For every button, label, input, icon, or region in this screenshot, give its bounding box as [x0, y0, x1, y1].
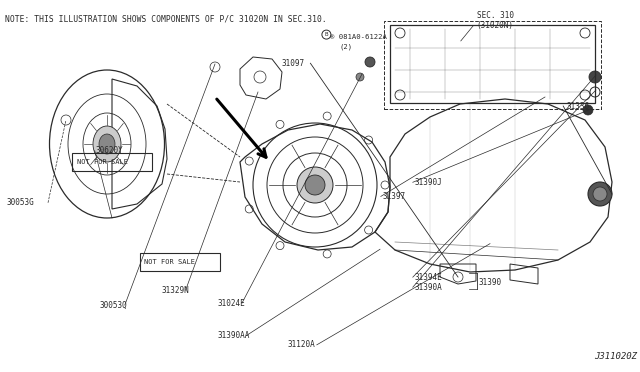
Text: 31390AA: 31390AA: [218, 331, 250, 340]
Text: 31120A: 31120A: [288, 340, 316, 349]
Circle shape: [588, 182, 612, 206]
Text: B: B: [324, 32, 328, 37]
Text: J311020Z: J311020Z: [594, 352, 637, 361]
Text: 31097: 31097: [282, 59, 305, 68]
Text: 3L397: 3L397: [383, 192, 406, 201]
Text: NOT FOR SALE: NOT FOR SALE: [144, 259, 195, 265]
Text: 30620Y: 30620Y: [96, 146, 124, 155]
Text: NOTE: THIS ILLUSTRATION SHOWS COMPONENTS OF P/C 31020N IN SEC.310.: NOTE: THIS ILLUSTRATION SHOWS COMPONENTS…: [5, 15, 327, 24]
Text: 30053Q: 30053Q: [99, 301, 127, 310]
Bar: [390, 25, 595, 103]
Text: 31390A: 31390A: [415, 283, 442, 292]
Text: NOT FOR SALE: NOT FOR SALE: [77, 159, 128, 165]
Text: 31329N: 31329N: [161, 286, 189, 295]
Circle shape: [356, 73, 364, 81]
Ellipse shape: [99, 134, 115, 154]
Circle shape: [583, 105, 593, 115]
Bar: [72, 153, 152, 171]
Circle shape: [593, 187, 607, 201]
Text: 30053G: 30053G: [6, 198, 34, 207]
Text: SEC. 310
(31020N): SEC. 310 (31020N): [477, 11, 514, 30]
Text: ® 081A0-6122A: ® 081A0-6122A: [330, 34, 387, 40]
Bar: [140, 253, 220, 271]
Text: 31390J: 31390J: [415, 178, 442, 187]
Ellipse shape: [93, 126, 121, 162]
Text: 31390: 31390: [479, 278, 502, 287]
Bar: [384, 21, 601, 109]
Text: (2): (2): [339, 43, 353, 50]
Text: 31336: 31336: [566, 102, 589, 110]
Circle shape: [589, 71, 601, 83]
Circle shape: [365, 57, 375, 67]
Circle shape: [297, 167, 333, 203]
Text: 31394E: 31394E: [415, 273, 442, 282]
Text: 31024E: 31024E: [218, 299, 245, 308]
Circle shape: [305, 175, 325, 195]
